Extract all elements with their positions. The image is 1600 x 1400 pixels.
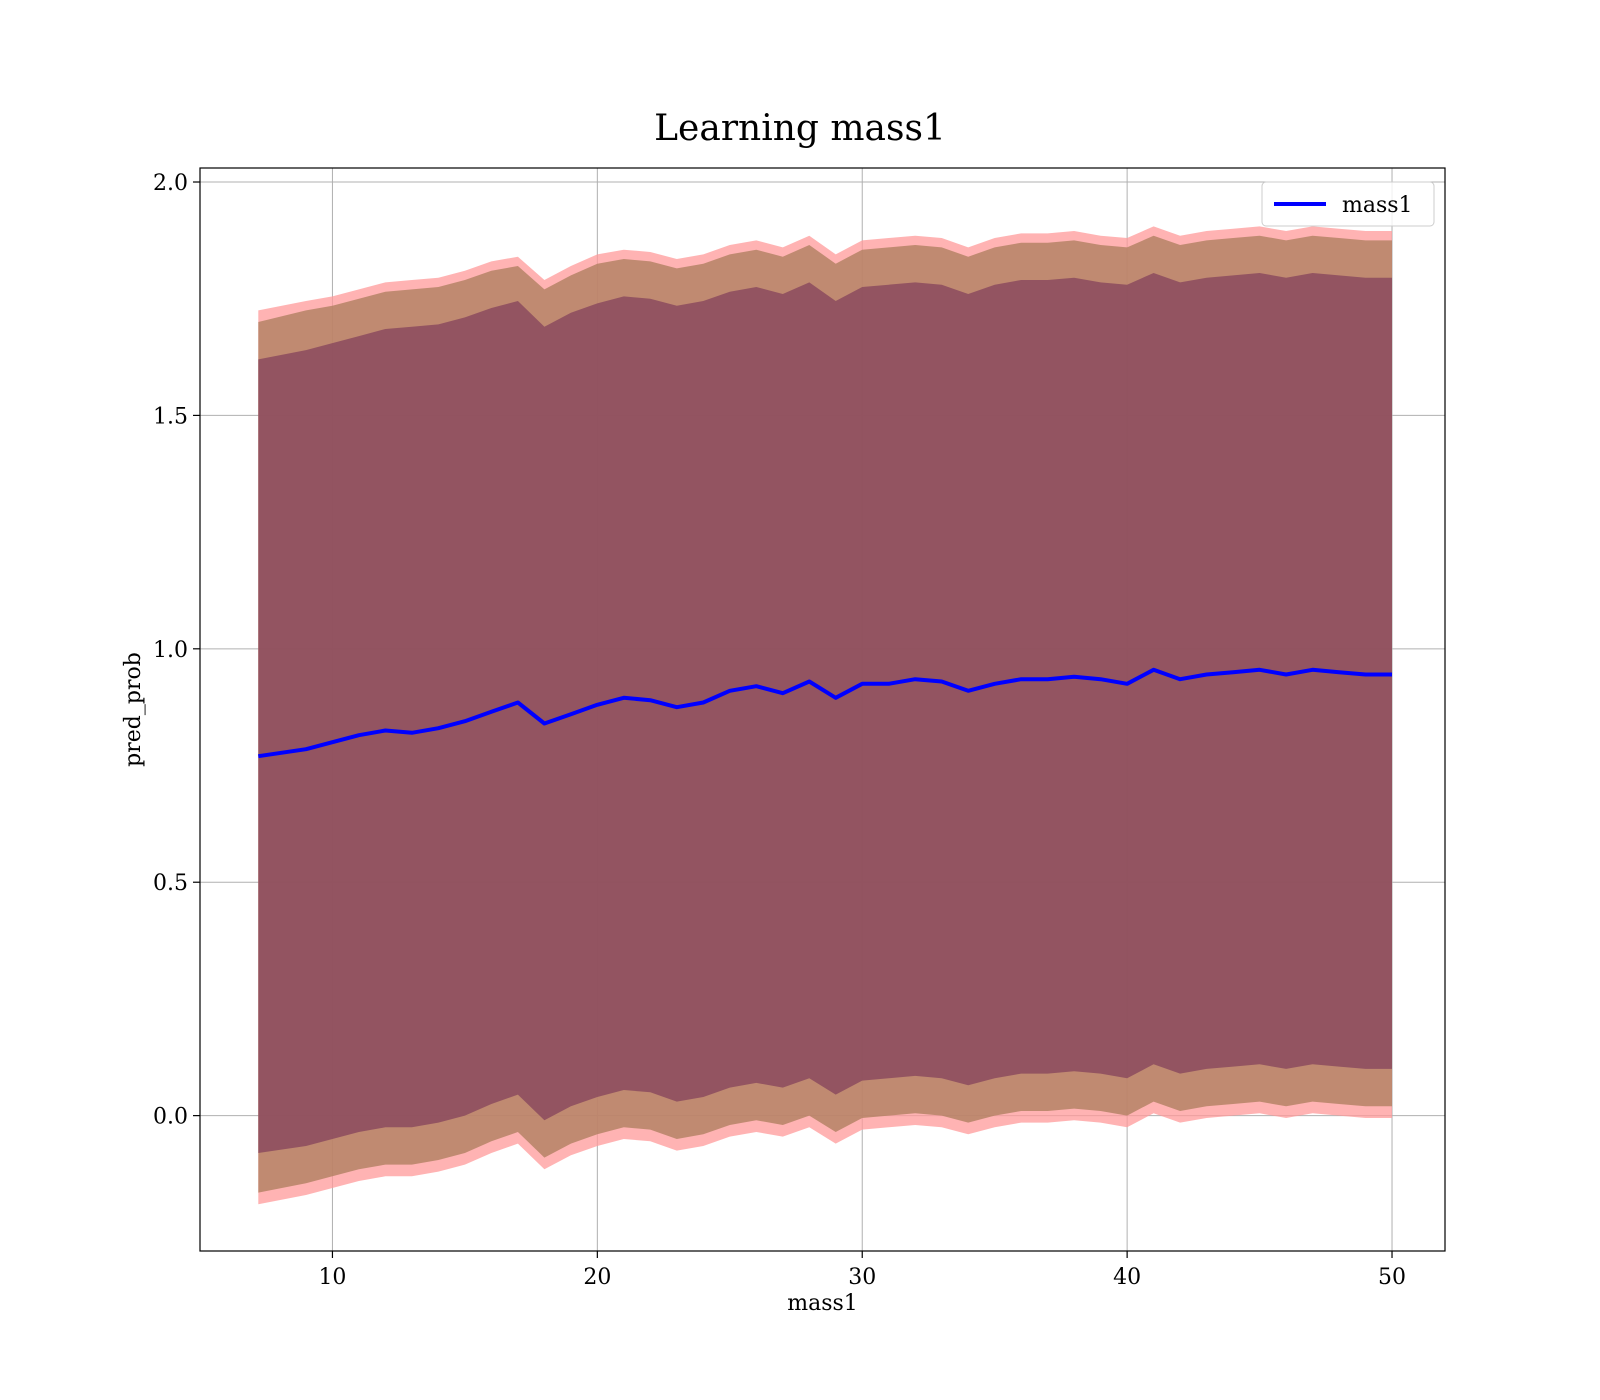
confidence-bands <box>258 226 1392 1205</box>
legend: mass1 <box>1261 181 1435 227</box>
series-line-0 <box>258 667 1392 759</box>
y-axis-label: pred_prob <box>121 652 146 767</box>
x-tick-label-1: 20 <box>583 1265 611 1290</box>
x-tick-label-2: 30 <box>848 1265 876 1290</box>
x-axis-label: mass1 <box>787 1291 858 1316</box>
chart-title: Learning mass1 <box>654 108 946 149</box>
y-tick-label-1: 0.5 <box>153 871 188 896</box>
x-tick-label-4: 50 <box>1378 1265 1406 1290</box>
band-2 <box>258 273 1392 1153</box>
x-tick-label-0: 10 <box>318 1265 346 1290</box>
y-tick-label-4: 2.0 <box>153 171 188 196</box>
y-tick-label-3: 1.5 <box>153 404 188 429</box>
plot-frame <box>199 167 1446 1252</box>
y-axis-ticks: 0.0 0.5 1.0 1.5 2.0 <box>153 171 200 1130</box>
y-tick-label-2: 1.0 <box>153 638 188 663</box>
series-lines <box>258 667 1392 759</box>
legend-entry-mass1: mass1 <box>1342 193 1413 218</box>
x-tick-label-3: 40 <box>1113 1265 1141 1290</box>
y-tick-label-0: 0.0 <box>153 1105 188 1130</box>
legend-box <box>1261 181 1435 227</box>
x-axis-ticks: 10 20 30 40 50 <box>318 1251 1406 1290</box>
